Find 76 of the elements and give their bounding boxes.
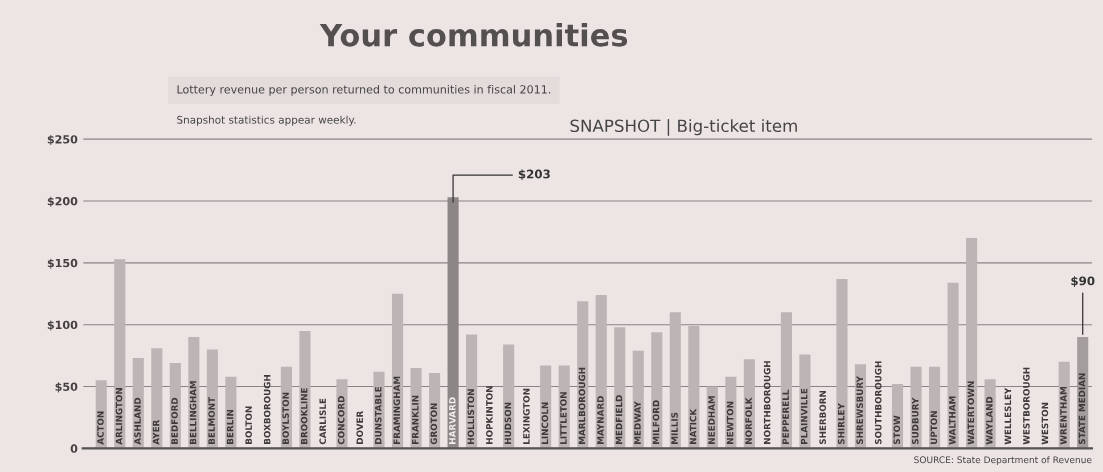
y-tick-label: $50: [55, 382, 78, 393]
x-tick-label: WAYLAND: [986, 396, 993, 445]
bar: [836, 278, 848, 449]
bar: [114, 259, 126, 449]
x-tick-label: MEDFIELD: [615, 395, 623, 444]
x-tick-label: BOLTON: [245, 406, 252, 444]
data-label: $203: [518, 169, 550, 181]
y-tick-label: 0: [70, 444, 78, 453]
x-tick-label: ARLINGTON: [115, 388, 123, 445]
x-tick-label: AYER: [152, 419, 160, 445]
annotation: Lottery revenue per person returned to communities in fiscal 2011.: [177, 84, 551, 96]
bar: [910, 366, 922, 449]
x-tick-label: PLAINVILLE: [800, 388, 808, 444]
x-tick-label: LEXINGTON: [523, 388, 530, 444]
x-tick-label: WALTHAM: [949, 396, 956, 445]
x-tick-label: CARLISLE: [319, 398, 326, 445]
annotation: Snapshot statistics appear weekly.: [177, 115, 356, 126]
bar: [947, 282, 959, 449]
y-tick-label: $250: [47, 134, 78, 146]
x-tick-label: HARVARD: [449, 397, 456, 444]
x-tick-label: BEDFORD: [171, 397, 178, 444]
x-tick-label: MEDWAY: [634, 401, 641, 444]
x-tick-label: MILFORD: [652, 400, 660, 444]
x-tick-label: DUNSTABLE: [374, 387, 382, 444]
x-tick-label: CONCORD: [337, 396, 345, 445]
chart-title: Your communities: [319, 22, 628, 47]
text: SNAPSHOT | Big-ticket item: [570, 119, 797, 136]
bar: [669, 312, 681, 449]
x-tick-label: WATERTOWN: [967, 381, 975, 445]
x-tick-label: PEPPERELL: [782, 389, 789, 444]
x-tick-label: NEWTON: [726, 401, 734, 444]
y-tick-label: $150: [47, 258, 78, 269]
x-tick-label: STATE MEDIAN: [1078, 373, 1086, 445]
x-tick-label: DOVER: [356, 410, 364, 444]
x-tick-label: NEEDHAM: [708, 396, 715, 444]
x-tick-label: HOPKINTON: [486, 386, 493, 444]
x-tick-label: WESTBOROUGH: [1023, 367, 1030, 445]
x-tick-label: SUDBURY: [911, 397, 919, 445]
x-tick-label: BELLINGHAM: [189, 381, 197, 444]
x-tick-label: MILLIS: [671, 412, 678, 444]
bar: [688, 325, 700, 449]
x-tick-label: SHIRLEY: [837, 403, 845, 445]
x-tick-label: BERLIN: [226, 409, 234, 444]
bar: [151, 348, 163, 449]
x-tick-label: LITTLETON: [560, 392, 567, 444]
x-tick-label: MAYNARD: [597, 396, 604, 444]
y-tick-label: $200: [47, 196, 78, 207]
x-tick-label: STOW: [893, 415, 901, 445]
x-tick-label: NORFOLK: [745, 397, 752, 444]
x-tick-label: WRENTHAM: [1060, 387, 1067, 445]
x-tick-label: NATICK: [689, 408, 697, 444]
x-tick-label: BOYLSTON: [282, 392, 289, 444]
x-tick-label: WELLESLEY: [1004, 387, 1012, 445]
x-tick-label: HUDSON: [504, 402, 512, 444]
y-tick-label: $100: [47, 320, 78, 331]
x-tick-label: SOUTHBOROUGH: [874, 361, 882, 445]
data-label: $90: [1071, 276, 1095, 287]
x-tick-label: MARLBOROUGH: [578, 367, 586, 444]
x-tick-label: ACTON: [97, 411, 104, 445]
x-tick-label: ASHLAND: [134, 397, 141, 445]
bar: [966, 238, 978, 449]
x-tick-label: FRAMINGHAM: [393, 376, 401, 444]
bar: [410, 368, 422, 449]
x-tick-label: FRANKLIN: [412, 395, 419, 444]
source-note: SOURCE: State Department of Revenue: [914, 456, 1092, 465]
x-tick-label: LINCOLN: [541, 402, 549, 444]
x-tick-label: SHERBORN: [819, 390, 826, 445]
x-tick-label: WESTON: [1041, 402, 1049, 445]
x-tick-label: BOXBOROUGH: [263, 375, 271, 444]
x-tick-label: GROTON: [430, 403, 438, 445]
x-tick-label: NORTHBOROUGH: [763, 361, 771, 444]
x-tick-label: BROOKLINE: [300, 388, 308, 444]
x-tick-label: SHREWSBURY: [856, 375, 864, 445]
x-tick-label: UPTON: [930, 411, 938, 444]
x-tick-label: HOLLISTON: [467, 389, 475, 444]
x-tick-label: BELMONT: [208, 397, 215, 444]
